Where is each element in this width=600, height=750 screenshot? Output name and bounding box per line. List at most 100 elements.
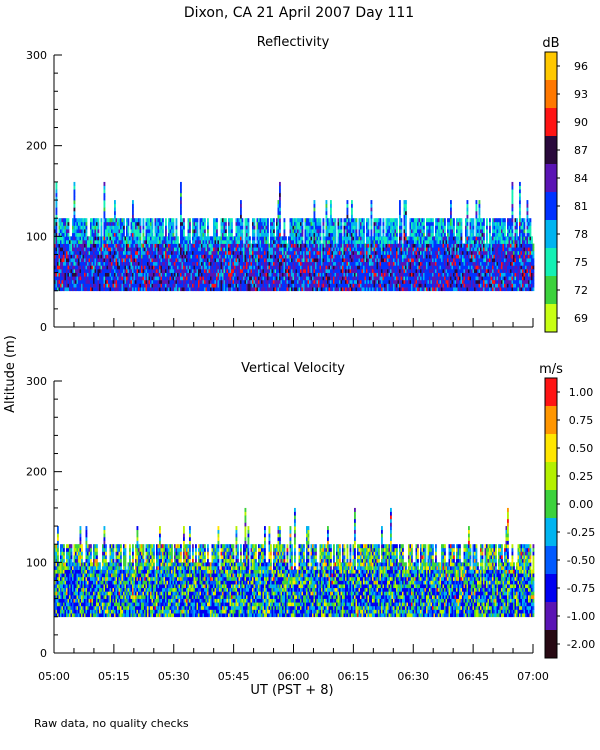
heatmap-cell [123, 247, 125, 252]
heatmap-cell [198, 258, 200, 263]
heatmap-cell [207, 250, 209, 255]
heatmap-cell [72, 283, 74, 288]
heatmap-cell [150, 225, 152, 230]
heatmap-cell [105, 229, 107, 234]
heatmap-cell [192, 279, 194, 284]
heatmap-cell [133, 250, 136, 255]
heatmap-cell [115, 283, 118, 288]
heatmap-cell [57, 261, 59, 266]
heatmap-cell [171, 247, 173, 252]
heatmap-cell [123, 243, 125, 248]
heatmap-cell [60, 247, 62, 252]
heatmap-cell [189, 232, 191, 237]
heatmap-cell [160, 247, 163, 252]
heatmap-cell [78, 232, 80, 237]
heatmap-cell [142, 247, 145, 252]
heatmap-cell [90, 287, 92, 292]
heatmap-cell [199, 247, 202, 252]
heatmap-cell [69, 283, 71, 288]
heatmap-cell [78, 276, 80, 281]
heatmap-cell [132, 203, 134, 208]
heatmap-cell [196, 283, 199, 288]
heatmap-cell [193, 276, 196, 281]
heatmap-cell [253, 236, 256, 241]
heatmap-cell [91, 239, 94, 244]
heatmap-cell [199, 272, 202, 277]
heatmap-cell [163, 247, 166, 252]
heatmap-cell [334, 239, 337, 244]
heatmap-cell [87, 239, 89, 244]
heatmap-cell [157, 268, 160, 273]
heatmap-cell [100, 265, 103, 270]
heatmap-cell [175, 225, 178, 230]
heatmap-cell [139, 250, 142, 255]
heatmap-cell [69, 279, 71, 284]
heatmap-cell [129, 268, 131, 273]
heatmap-cell [180, 200, 182, 205]
heatmap-cell [166, 276, 169, 281]
heatmap-cell [99, 258, 101, 263]
heatmap-cell [81, 265, 83, 270]
heatmap-cell [159, 247, 161, 252]
heatmap-cell [61, 250, 64, 255]
heatmap-cell [126, 243, 128, 248]
heatmap-cell [106, 243, 109, 248]
heatmap-cell [156, 272, 158, 277]
heatmap-cell [204, 254, 206, 259]
heatmap-cell [84, 258, 86, 263]
heatmap-cell [61, 247, 64, 252]
heatmap-cell [90, 272, 92, 277]
heatmap-cell [136, 236, 139, 241]
heatmap-cell [319, 218, 322, 223]
heatmap-cell [208, 250, 211, 255]
heatmap-cell [202, 272, 205, 277]
heatmap-cell [73, 232, 76, 237]
heatmap-cell [124, 283, 127, 288]
heatmap-cell [201, 221, 203, 226]
heatmap-cell [313, 210, 316, 215]
heatmap-cell [115, 250, 118, 255]
heatmap-cell [156, 261, 158, 266]
heatmap-cell [139, 239, 142, 244]
heatmap-cell [231, 225, 233, 230]
heatmap-cell [112, 276, 115, 281]
heatmap-cell [189, 247, 191, 252]
heatmap-cell [202, 247, 205, 252]
heatmap-cell [123, 218, 125, 223]
heatmap-cell [168, 250, 170, 255]
heatmap-cell [142, 261, 145, 266]
heatmap-cell [139, 221, 142, 226]
heatmap-cell [423, 232, 425, 237]
heatmap-cell [370, 214, 373, 219]
heatmap-cell [64, 247, 67, 252]
heatmap-cell [121, 287, 124, 292]
heatmap-cell [177, 283, 179, 288]
heatmap-cell [162, 243, 164, 248]
heatmap-cell [199, 236, 202, 241]
heatmap-cell [112, 225, 115, 230]
heatmap-cell [145, 225, 148, 230]
heatmap-cell [201, 258, 203, 263]
heatmap-cell [205, 243, 208, 248]
heatmap-cell [90, 283, 92, 288]
heatmap-cell [72, 272, 74, 277]
heatmap-cell [66, 258, 68, 263]
heatmap-cell [132, 221, 134, 226]
heatmap-cell [147, 229, 149, 234]
heatmap-cell [126, 258, 128, 263]
heatmap-cell [396, 229, 398, 234]
heatmap-cell [127, 283, 130, 288]
heatmap-cell [189, 250, 191, 255]
heatmap-cell [346, 203, 349, 208]
heatmap-cell [132, 218, 134, 223]
heatmap-cell [253, 229, 256, 234]
heatmap-cell [108, 276, 110, 281]
heatmap-cell [162, 287, 164, 292]
heatmap-cell [111, 283, 113, 288]
heatmap-cell [103, 221, 106, 226]
heatmap-cell [114, 272, 116, 277]
heatmap-cell [145, 218, 148, 223]
heatmap-cell [70, 243, 73, 248]
heatmap-cell [76, 283, 79, 288]
heatmap-cell [114, 200, 116, 205]
